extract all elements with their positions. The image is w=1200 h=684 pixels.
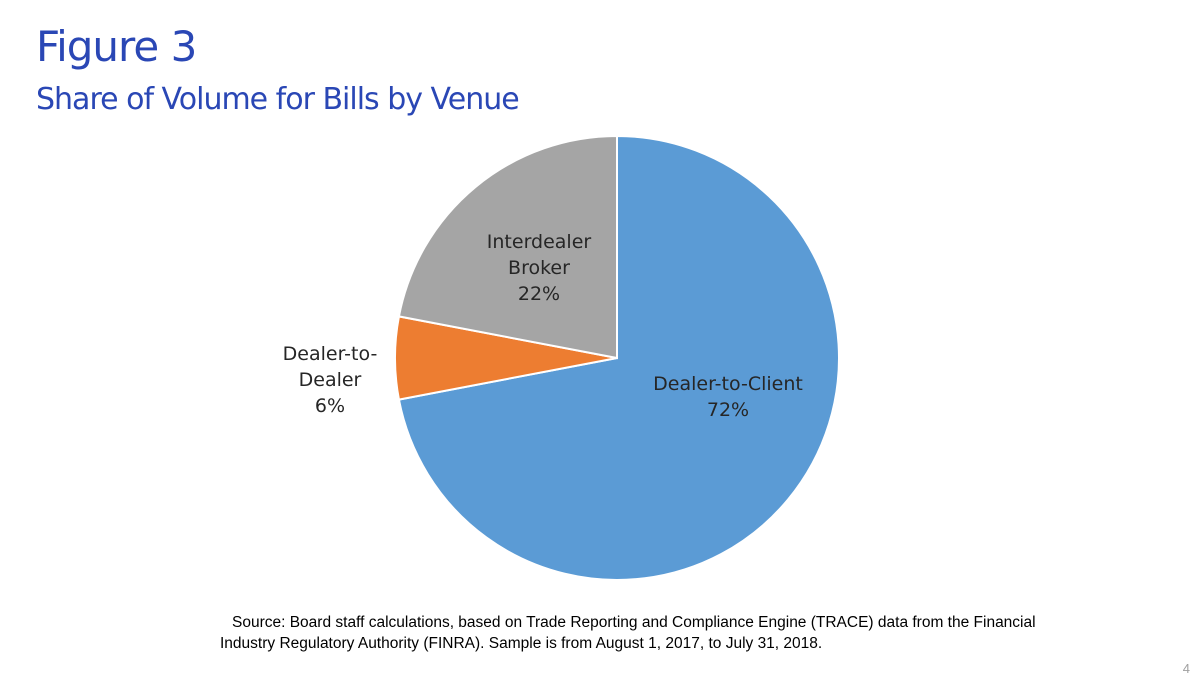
chart-title: Figure 3 (36, 22, 197, 71)
slice-category: Interdealer Broker (486, 231, 592, 279)
slice-category: Dealer-to-Client (653, 373, 803, 395)
slice-value-label: 6% (314, 395, 346, 417)
source-note: Source: Board staff calculations, based … (220, 614, 1036, 652)
page-number: 4 (1182, 661, 1190, 676)
slice-category: Dealer-to-Dealer (282, 343, 378, 391)
slice-value-label: 72% (706, 399, 750, 421)
slice-label: Dealer-to-Dealer 6% (274, 341, 386, 419)
pie-slice (397, 134, 618, 360)
chart-subtitle: Share of Volume for Bills by Venue (36, 82, 520, 117)
slice-value-label: 22% (517, 283, 561, 305)
pie-slice (397, 134, 840, 581)
slice-label: Dealer-to-Client 72% (618, 371, 838, 423)
slice-label: Interdealer Broker 22% (469, 229, 609, 307)
